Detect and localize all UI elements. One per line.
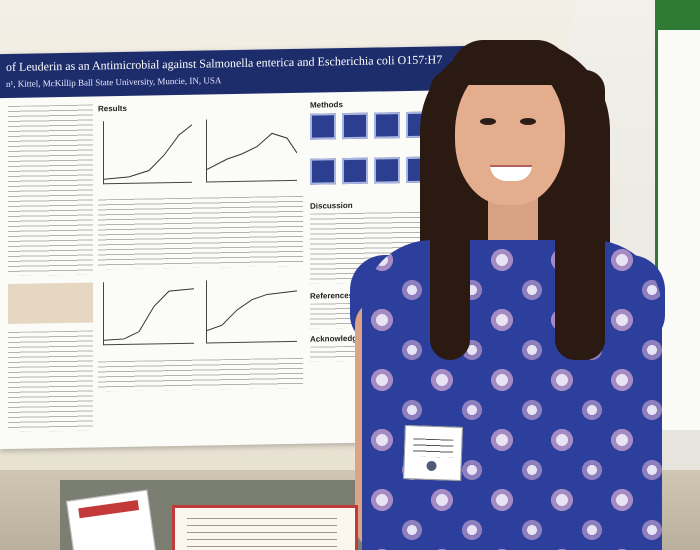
adjacent-poster-header <box>658 0 700 30</box>
poster-intro-column <box>8 104 93 432</box>
growth-curve-4 <box>206 290 298 331</box>
results-figure-2 <box>98 274 303 358</box>
poster-title: of Leuderin as an Antimicrobial against … <box>6 52 443 74</box>
certificate <box>172 505 358 550</box>
presenter-eye-left <box>480 118 496 125</box>
methods-thumbnail <box>342 112 368 140</box>
growth-curve-3 <box>103 288 195 341</box>
presenter-dress <box>362 240 662 550</box>
name-tag-text-lines <box>412 438 454 458</box>
booklet-cover-stripe <box>78 500 140 519</box>
presenter-hairline <box>450 40 570 85</box>
poster-header: of Leuderin as an Antimicrobial against … <box>0 45 470 99</box>
results-caption-2 <box>98 357 303 392</box>
poster-author-names: n¹, Kittel, McKillip <box>6 77 76 89</box>
results-caption-1 <box>98 195 303 270</box>
poster-results-column: Results <box>98 101 303 392</box>
methods-thumbnail <box>374 112 400 139</box>
certificate-text-lines <box>187 518 337 548</box>
poster-intro-text <box>8 104 93 276</box>
results-figure-1 <box>98 113 303 192</box>
growth-curve-1 <box>103 124 193 180</box>
poster-affiliation: Ball State University, Muncie, IN, USA <box>77 75 222 88</box>
growth-plot-3 <box>103 280 195 346</box>
presenter-smile <box>490 165 532 181</box>
name-tag <box>403 425 463 481</box>
growth-plot-2 <box>206 117 298 183</box>
poster-authors: n¹, Kittel, McKillip Ball State Universi… <box>6 75 221 89</box>
growth-plot-4 <box>206 278 298 344</box>
poster-photo <box>8 282 93 324</box>
results-heading: Results <box>98 103 127 114</box>
poster-intro-text-2 <box>8 330 93 432</box>
research-poster: of Leuderin as an Antimicrobial against … <box>0 45 470 450</box>
adjacent-poster <box>655 0 700 430</box>
methods-thumbnail <box>342 157 368 185</box>
growth-plot-1 <box>103 119 193 185</box>
booklet <box>66 489 156 550</box>
methods-thumbnail <box>310 113 336 140</box>
growth-curve-2 <box>206 132 298 170</box>
methods-thumbnail <box>374 157 400 184</box>
name-tag-seal <box>426 460 437 472</box>
methods-thumbnail <box>310 158 336 185</box>
presenter-eye-right <box>520 118 536 125</box>
